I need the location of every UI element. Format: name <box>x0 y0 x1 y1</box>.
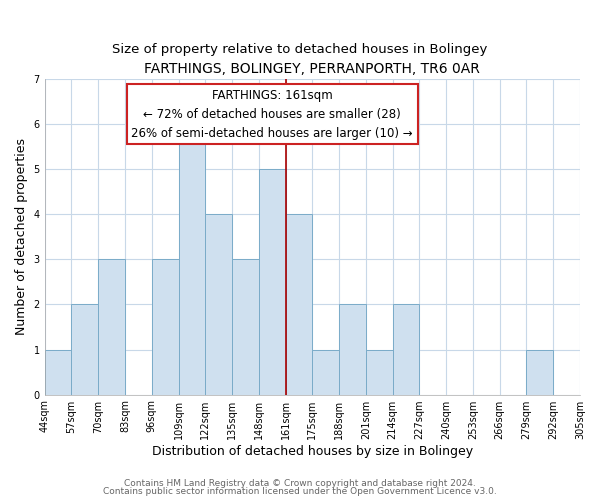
Text: Contains public sector information licensed under the Open Government Licence v3: Contains public sector information licen… <box>103 487 497 496</box>
Text: Size of property relative to detached houses in Bolingey: Size of property relative to detached ho… <box>112 42 488 56</box>
Bar <box>392 304 419 394</box>
Bar <box>205 214 232 394</box>
Text: FARTHINGS: 161sqm
← 72% of detached houses are smaller (28)
26% of semi-detached: FARTHINGS: 161sqm ← 72% of detached hous… <box>131 88 413 140</box>
Bar <box>366 350 392 395</box>
Bar <box>313 350 339 395</box>
Bar <box>71 304 98 394</box>
Y-axis label: Number of detached properties: Number of detached properties <box>15 138 28 336</box>
Bar <box>179 124 205 394</box>
Bar <box>232 260 259 394</box>
Bar <box>339 304 366 394</box>
Bar <box>286 214 313 394</box>
X-axis label: Distribution of detached houses by size in Bolingey: Distribution of detached houses by size … <box>152 444 473 458</box>
Bar <box>526 350 553 395</box>
Bar <box>98 260 125 394</box>
Title: FARTHINGS, BOLINGEY, PERRANPORTH, TR6 0AR: FARTHINGS, BOLINGEY, PERRANPORTH, TR6 0A… <box>145 62 480 76</box>
Bar <box>259 169 286 394</box>
Bar <box>44 350 71 395</box>
Bar <box>152 260 179 394</box>
Text: Contains HM Land Registry data © Crown copyright and database right 2024.: Contains HM Land Registry data © Crown c… <box>124 478 476 488</box>
